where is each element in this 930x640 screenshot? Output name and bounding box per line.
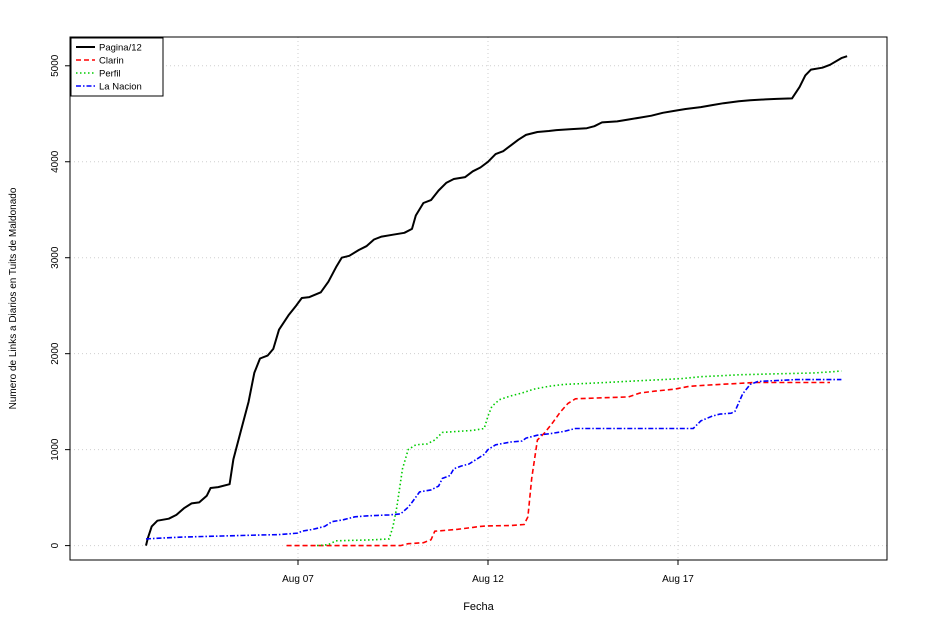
y-axis-label: Numero de Links a Diarios en Tuits de Ma… (8, 187, 19, 409)
y-tick-label: 1000 (50, 438, 61, 461)
y-tick-label: 4000 (50, 150, 61, 173)
y-tick-label: 0 (50, 542, 61, 548)
plot-frame (69, 36, 888, 561)
legend-label: Clarin (99, 56, 124, 67)
legend-label: Pagina/12 (99, 43, 142, 54)
y-tick-label: 3000 (50, 246, 61, 269)
y-axis: 0 1000 2000 3000 4000 5000 (50, 54, 70, 548)
grid-lines (70, 37, 887, 560)
series-line-pagina-12 (145, 55, 848, 546)
y-tick-label: 2000 (50, 342, 61, 365)
series-line-la-nacion (145, 378, 842, 540)
x-axis: Aug 07 Aug 12 Aug 17 (282, 560, 694, 585)
x-tick-label: Aug 12 (472, 574, 504, 585)
series-line-clarin (286, 381, 830, 547)
x-axis-label: Fecha (463, 601, 494, 613)
x-tick-label: Aug 07 (282, 574, 314, 585)
x-tick-label: Aug 17 (662, 574, 694, 585)
legend-label: Perfil (99, 69, 121, 80)
legend-label: La Nacion (99, 82, 142, 93)
legend: Pagina/12 Clarin Perfil La Nacion (70, 37, 164, 97)
y-tick-label: 5000 (50, 54, 61, 77)
series-layer (145, 55, 848, 547)
series-line-perfil (316, 370, 842, 547)
